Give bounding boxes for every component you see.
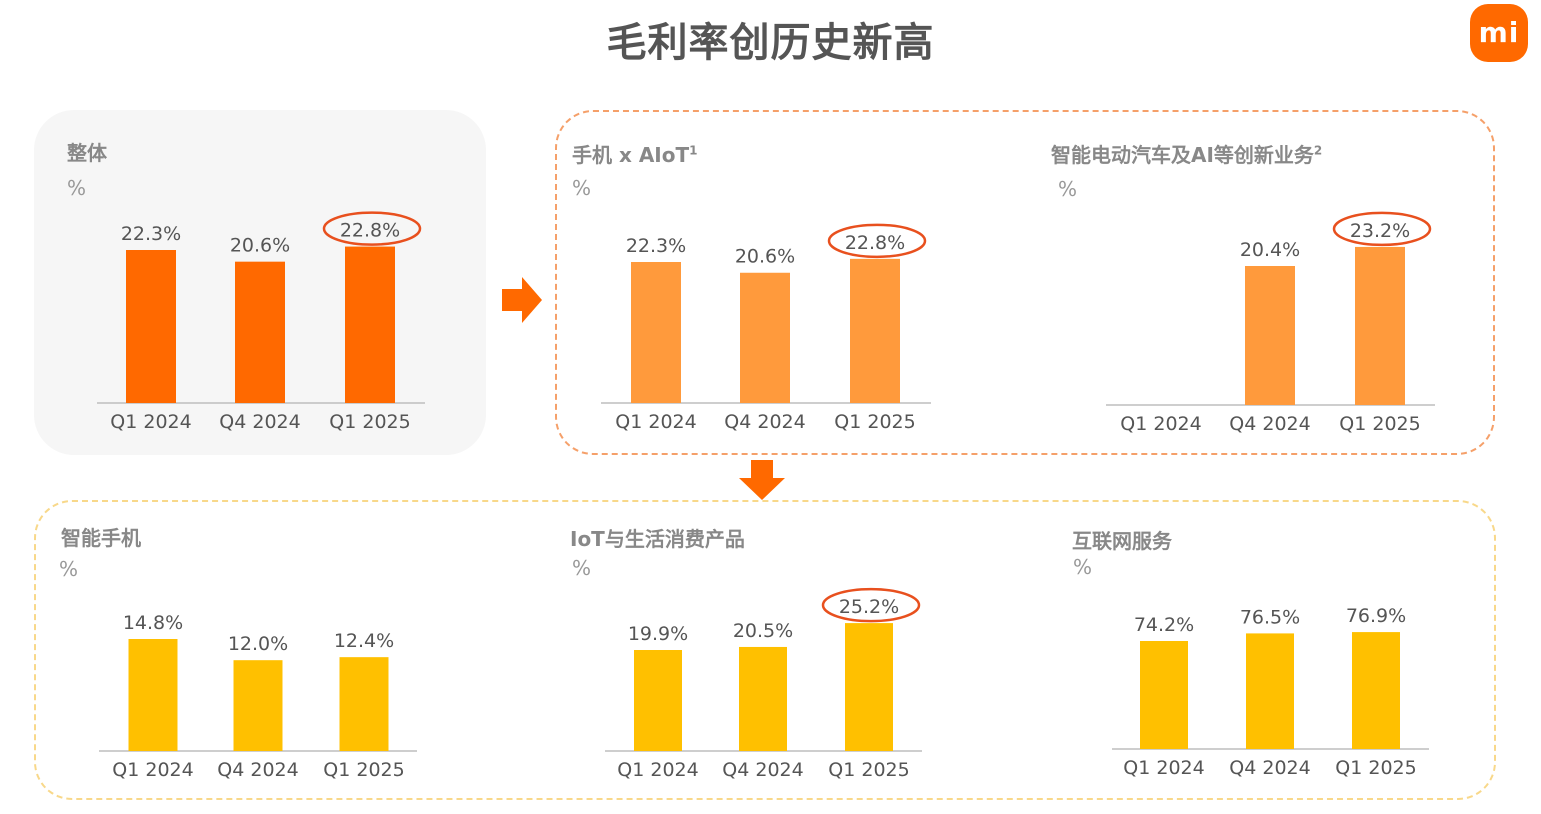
phone-aiot-tick-label: Q1 2024: [615, 411, 696, 433]
unit-smartphone: %: [59, 557, 79, 581]
internet-tick-label: Q1 2024: [1123, 757, 1204, 779]
smartphone-tick-label: Q4 2024: [217, 759, 298, 781]
internet-bar: [1246, 633, 1294, 749]
phone-aiot-bar: [740, 272, 790, 403]
internet-tick-label: Q4 2024: [1229, 757, 1310, 779]
internet-data-label: 74.2%: [1134, 614, 1194, 636]
page-title: 毛利率创历史新高: [606, 20, 935, 66]
unit-phone-aiot: %: [572, 176, 592, 200]
phone-aiot-bar: [631, 262, 681, 403]
overall-tick-label: Q4 2024: [219, 411, 300, 433]
segment-panel: [34, 500, 1496, 800]
overall-bar: [126, 250, 176, 403]
unit-iot: %: [572, 556, 592, 580]
overall-data-label: 22.8%: [340, 220, 400, 242]
iot-bar: [845, 623, 893, 751]
internet-bar: [1140, 641, 1188, 749]
unit-internet: %: [1073, 555, 1093, 579]
internet-tick-label: Q1 2025: [1335, 757, 1416, 779]
smartphone-tick-label: Q1 2024: [112, 759, 193, 781]
phone-aiot-data-label: 22.8%: [845, 232, 905, 254]
smartphone-bar: [339, 657, 389, 751]
arrow-right-icon: [502, 277, 542, 323]
ev-ai-bar: [1245, 266, 1295, 405]
chart-title-internet: 互联网服务: [1072, 529, 1172, 553]
iot-data-label: 19.9%: [628, 623, 688, 645]
smartphone-data-label: 12.4%: [334, 630, 394, 652]
chart-title-phone-aiot: 手机 x AIoT1: [572, 143, 698, 167]
ev-ai-tick-label: Q1 2024: [1120, 413, 1201, 435]
chart-title-ev-ai: 智能电动汽车及AI等创新业务2: [1051, 143, 1323, 167]
phone-aiot-panel: [555, 110, 1495, 455]
smartphone-data-label: 12.0%: [228, 633, 288, 655]
iot-tick-label: Q4 2024: [722, 759, 803, 781]
chart-title-overall: 整体: [67, 141, 107, 165]
overall-bar: [345, 246, 395, 403]
iot-data-label: 25.2%: [839, 596, 899, 618]
iot-data-label: 20.5%: [733, 620, 793, 642]
phone-aiot-highlight-ring: [827, 223, 927, 259]
internet-data-label: 76.5%: [1240, 606, 1300, 628]
iot-tick-label: Q1 2025: [828, 759, 909, 781]
internet-bar: [1352, 632, 1400, 749]
xiaomi-logo: mi: [1470, 4, 1528, 62]
overall-tick-label: Q1 2024: [110, 411, 191, 433]
overall-tick-label: Q1 2025: [329, 411, 410, 433]
ev-ai-tick-label: Q4 2024: [1229, 413, 1310, 435]
iot-bar: [634, 650, 682, 751]
chart-title-iot: IoT与生活消费产品: [570, 527, 745, 551]
ev-ai-data-label: 20.4%: [1240, 239, 1300, 261]
phone-aiot-data-label: 22.3%: [626, 235, 686, 257]
internet-data-label: 76.9%: [1346, 605, 1406, 627]
smartphone-tick-label: Q1 2025: [323, 759, 404, 781]
arrow-down-icon: [739, 460, 785, 500]
chart-title-smartphone: 智能手机: [61, 526, 141, 550]
iot-bar: [739, 646, 787, 751]
overall-data-label: 20.6%: [230, 235, 290, 257]
phone-aiot-tick-label: Q1 2025: [834, 411, 915, 433]
phone-aiot-bar: [850, 258, 900, 403]
ev-ai-data-label: 23.2%: [1350, 220, 1410, 242]
ev-ai-tick-label: Q1 2025: [1339, 413, 1420, 435]
phone-aiot-tick-label: Q4 2024: [724, 411, 805, 433]
unit-ev-ai: %: [1058, 177, 1078, 201]
overall-highlight-ring: [322, 211, 422, 246]
smartphone-bar: [233, 660, 283, 751]
ev-ai-highlight-ring: [1332, 211, 1432, 247]
smartphone-bar: [128, 639, 178, 751]
smartphone-data-label: 14.8%: [123, 612, 183, 634]
overall-bar: [235, 261, 285, 403]
phone-aiot-data-label: 20.6%: [735, 246, 795, 268]
iot-highlight-ring: [821, 587, 921, 623]
iot-tick-label: Q1 2024: [617, 759, 698, 781]
ev-ai-bar: [1355, 246, 1405, 405]
overall-data-label: 22.3%: [121, 223, 181, 245]
unit-overall: %: [67, 176, 87, 200]
